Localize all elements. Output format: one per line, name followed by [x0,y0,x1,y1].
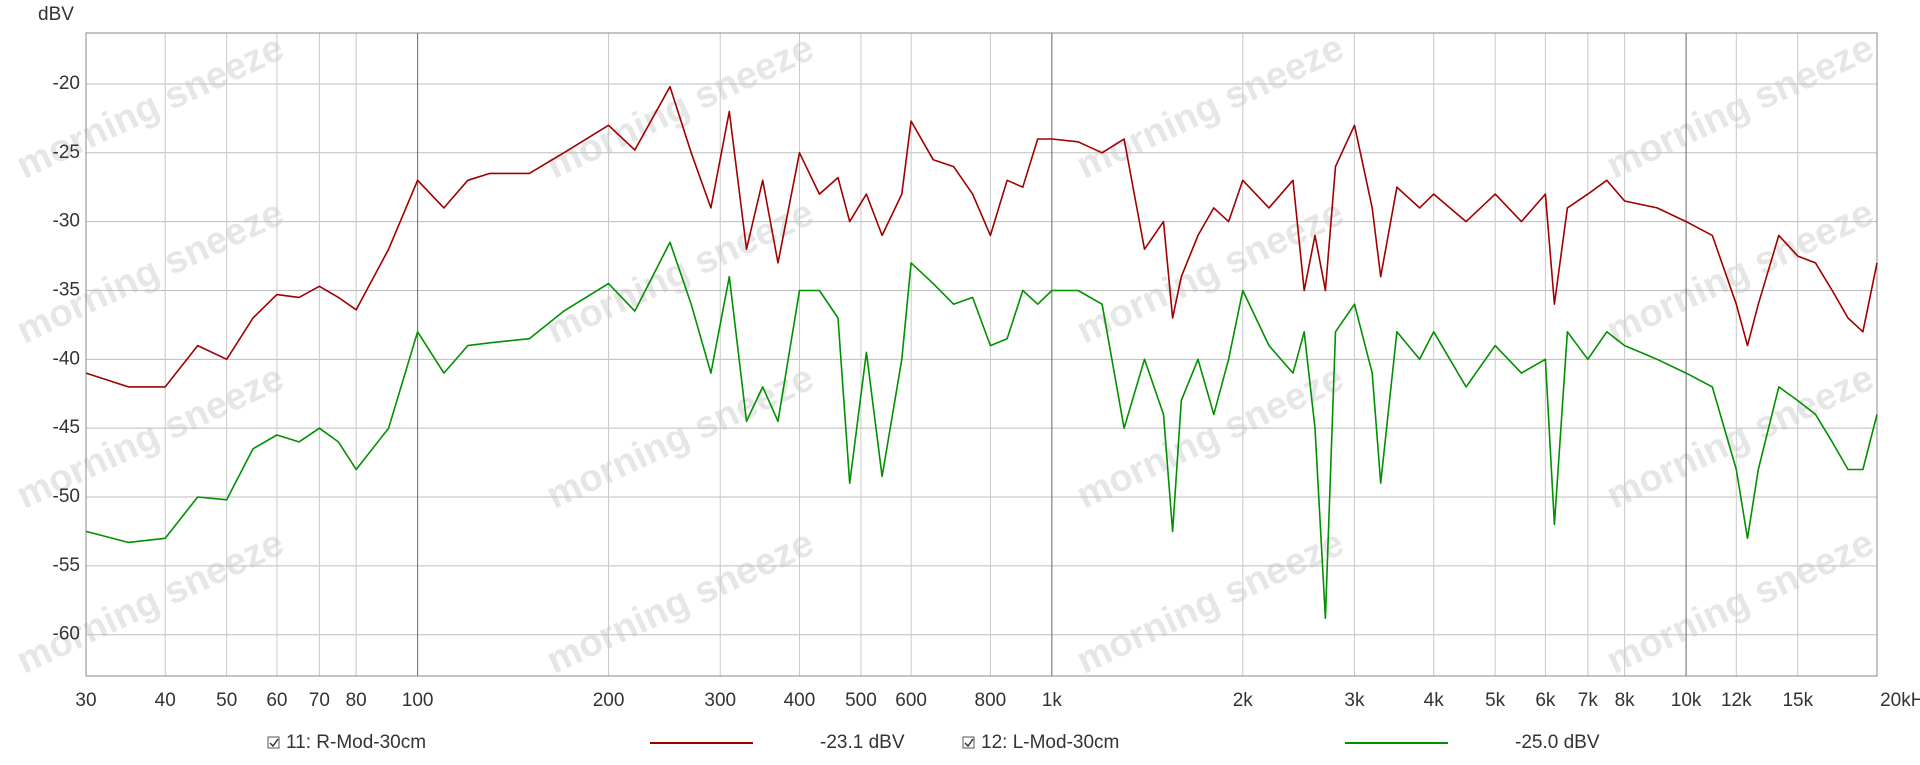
x-tick-label: 3k [1344,690,1365,711]
x-tick-label: 400 [784,690,816,711]
x-tick-label: 12k [1721,690,1752,711]
y-tick-label: -30 [53,211,80,232]
legend-check [269,738,279,748]
x-tick-label: 7k [1578,690,1599,711]
x-tick-label: 100 [402,690,434,711]
x-tick-label: 600 [895,690,927,711]
x-tick-label: 10k [1671,690,1702,711]
y-tick-label: -50 [53,486,80,507]
legend-checkbox [267,736,280,749]
x-tick-label: 5k [1485,690,1506,711]
legend-label: 11: R-Mod-30cm [286,732,426,753]
x-tick-label: 6k [1535,690,1556,711]
x-tick-label: 30 [75,690,96,711]
x-tick-label: 20kHz [1880,690,1920,711]
x-tick-label: 40 [155,690,176,711]
x-tick-label: 80 [346,690,367,711]
y-tick-label: -25 [53,142,80,163]
legend-label: 12: L-Mod-30cm [981,732,1119,753]
x-tick-label: 2k [1233,690,1254,711]
legend-value: -23.1 dBV [820,732,905,753]
x-tick-label: 60 [266,690,287,711]
x-tick-label: 15k [1782,690,1813,711]
legend-check [964,738,974,748]
y-tick-label: -35 [53,279,80,300]
x-tick-label: 200 [593,690,625,711]
x-tick-label: 8k [1615,690,1636,711]
plot-border [85,32,1878,677]
x-tick-label: 800 [975,690,1007,711]
x-tick-label: 1k [1042,690,1063,711]
x-tick-label: 70 [309,690,330,711]
y-tick-label: -45 [53,417,80,438]
y-tick-label: -60 [53,624,80,645]
x-tick-label: 500 [845,690,877,711]
x-tick-label: 300 [704,690,736,711]
series-line [85,241,1878,619]
x-tick-label: 50 [216,690,237,711]
series-line [85,85,1878,388]
y-tick-label: -20 [53,73,80,94]
legend-value: -25.0 dBV [1515,732,1600,753]
y-axis-label: dBV [38,4,74,25]
x-tick-label: 4k [1424,690,1445,711]
plot-area [86,33,1877,676]
y-tick-label: -40 [53,348,80,369]
legend-checkbox [962,736,975,749]
y-tick-label: -55 [53,555,80,576]
